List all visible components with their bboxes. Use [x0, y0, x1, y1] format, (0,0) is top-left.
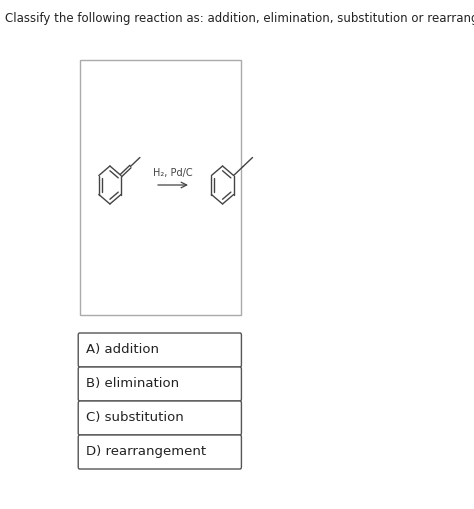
Text: H₂, Pd/C: H₂, Pd/C: [153, 168, 193, 178]
Text: B) elimination: B) elimination: [86, 378, 180, 390]
FancyBboxPatch shape: [78, 333, 241, 367]
FancyBboxPatch shape: [78, 367, 241, 401]
Text: A) addition: A) addition: [86, 344, 159, 356]
Text: D) rearrangement: D) rearrangement: [86, 445, 207, 459]
Bar: [80, 60, 241, 315]
FancyBboxPatch shape: [78, 435, 241, 469]
Text: Classify the following reaction as: addition, elimination, substitution or rearr: Classify the following reaction as: addi…: [5, 12, 474, 25]
Text: C) substitution: C) substitution: [86, 411, 184, 425]
FancyBboxPatch shape: [78, 401, 241, 435]
